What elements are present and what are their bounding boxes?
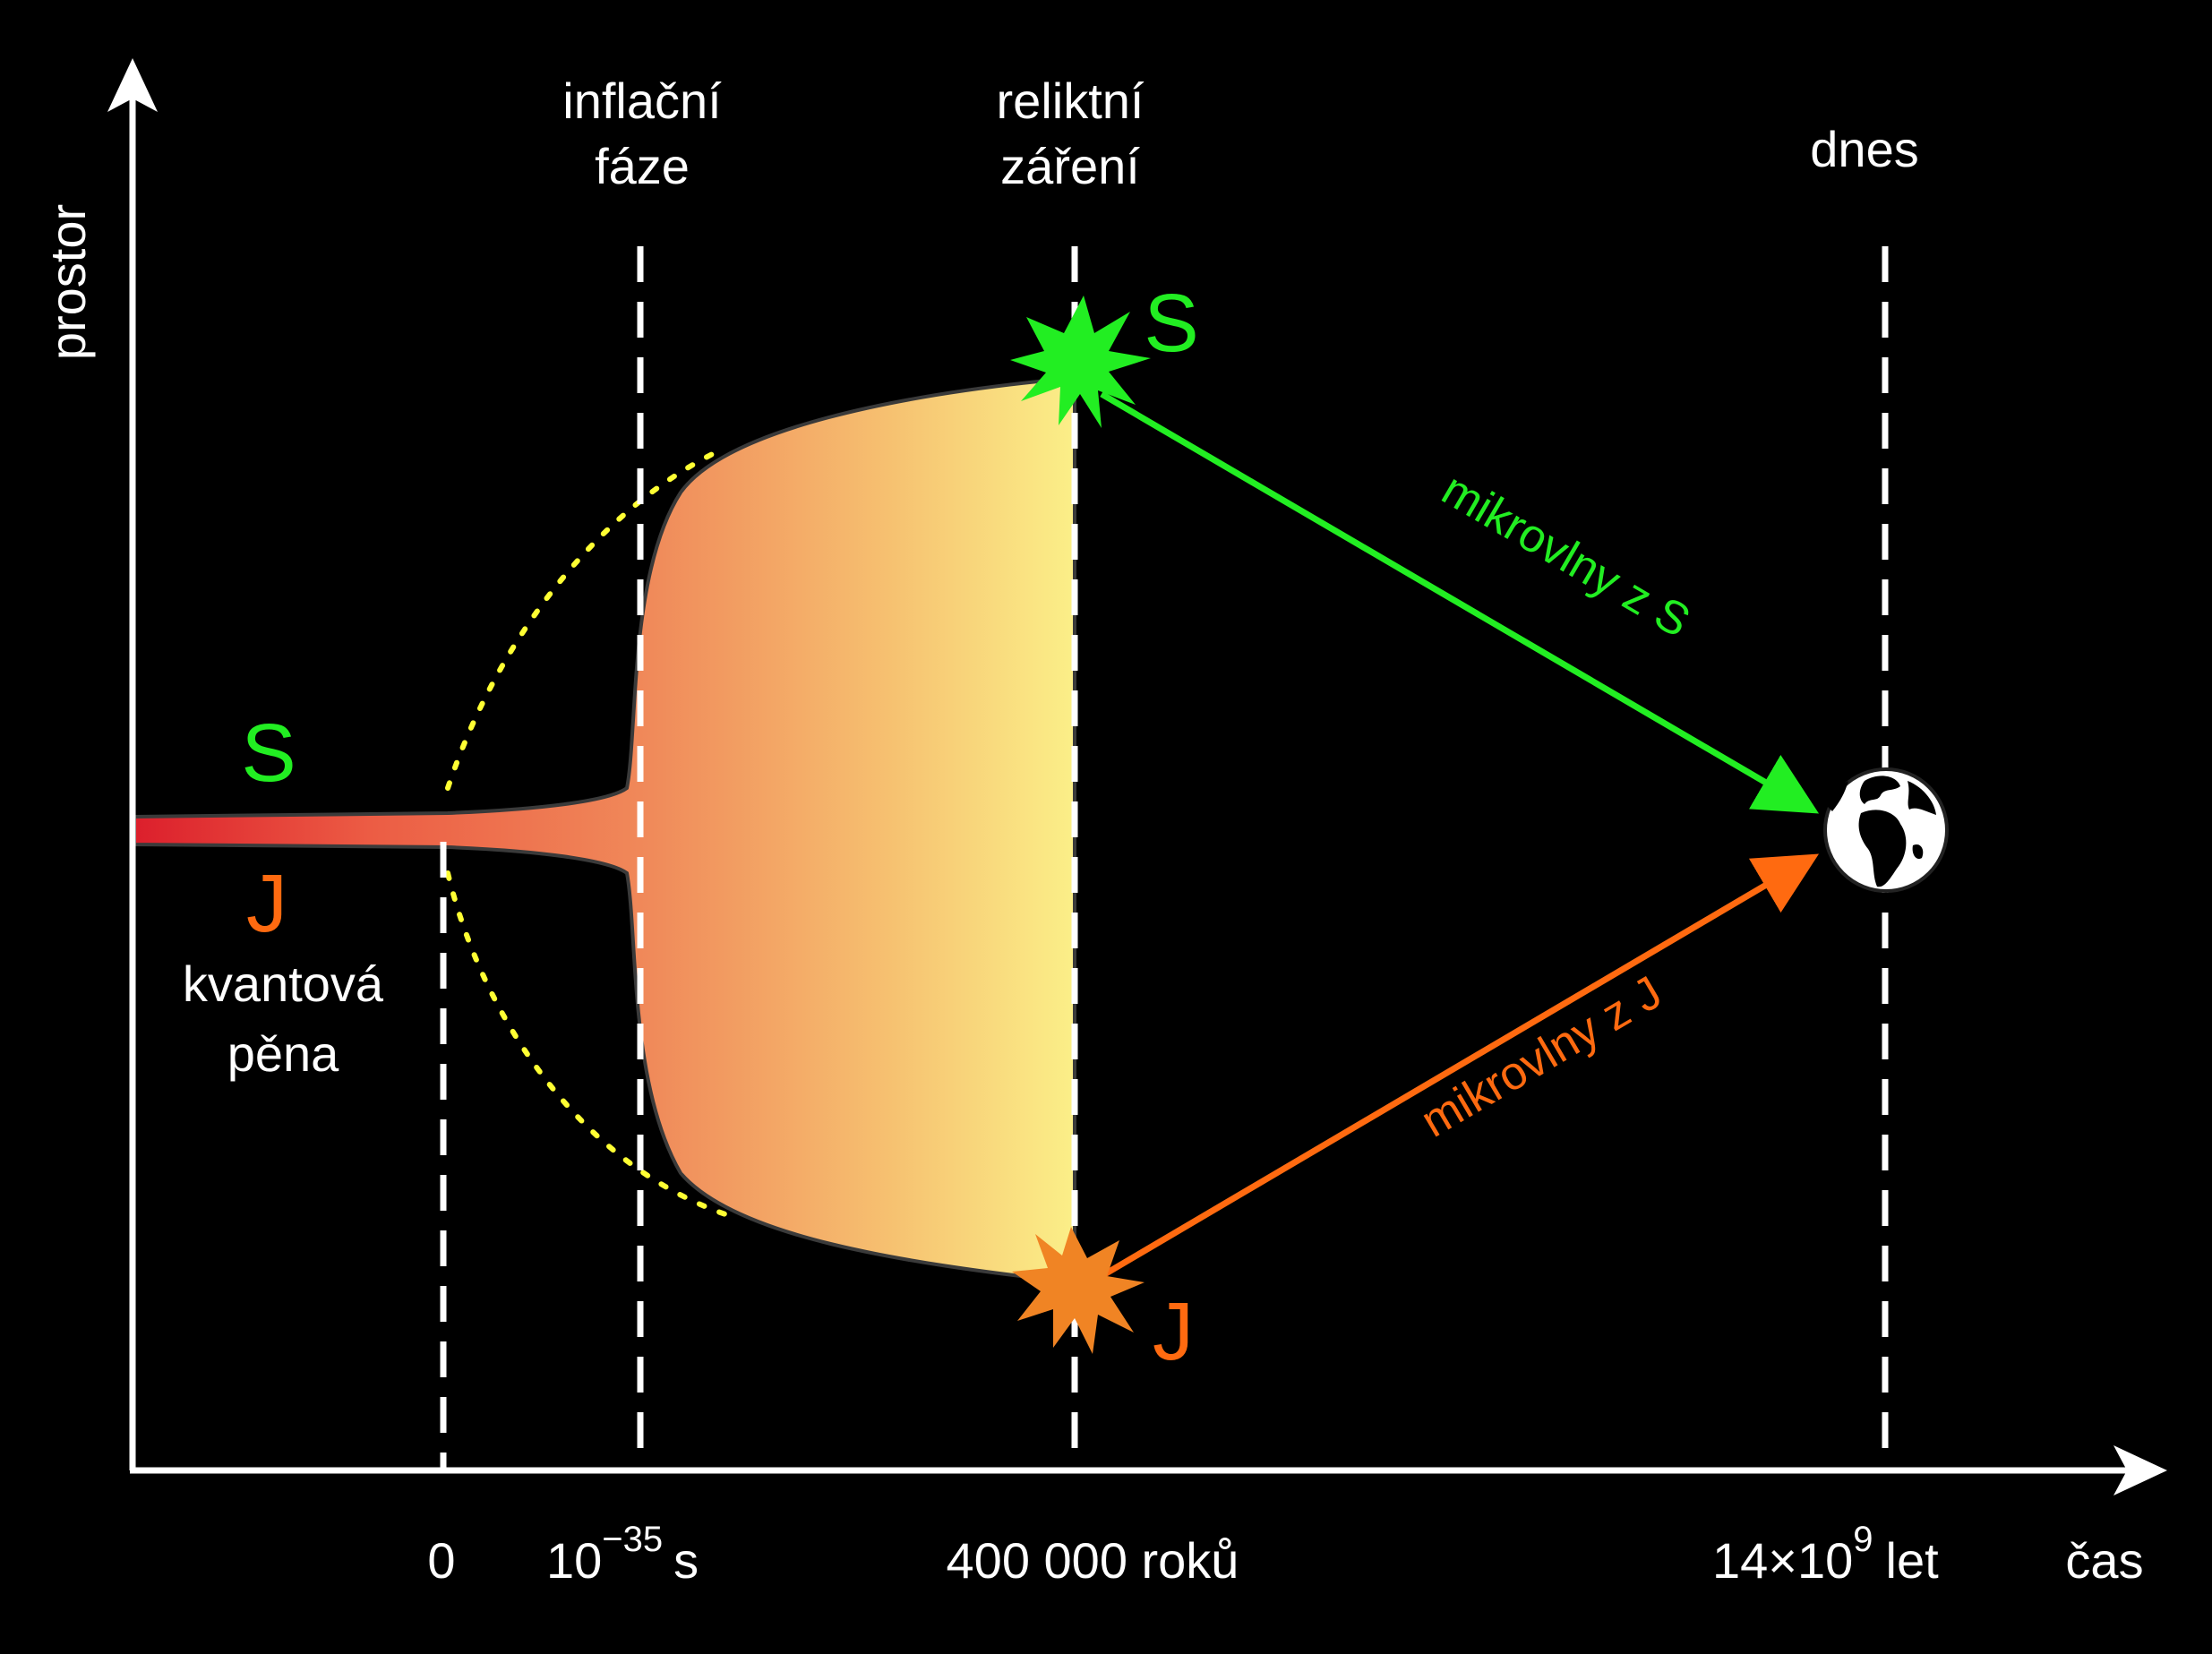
y-axis-label: prostor: [39, 204, 96, 360]
ray-from-j: [1100, 853, 1820, 1280]
classical-expansion-upper: [445, 445, 728, 791]
quantum-foam-line1: kvantová: [183, 956, 384, 1012]
x-axis-label: čas: [2065, 1532, 2143, 1589]
point-j-right: J: [1153, 1286, 1194, 1377]
today-label: dnes: [1810, 121, 1918, 177]
tick-cmb: 400 000 roků: [947, 1532, 1239, 1589]
starburst-s-icon: [1010, 296, 1151, 428]
quantum-foam-line2: pěna: [227, 1025, 339, 1082]
x-axis-arrowhead: [2113, 1445, 2167, 1495]
ray-label-s: mikrovlny z S: [1433, 463, 1698, 647]
relic-radiation-label-line2: záření: [1000, 138, 1140, 194]
tick-planck: 10−35 s: [546, 1520, 699, 1589]
relic-radiation-label-line1: reliktní: [997, 73, 1145, 129]
starburst-j-icon: [1012, 1227, 1145, 1354]
point-s-left: S: [241, 707, 296, 799]
universe-shape: [133, 375, 1076, 1285]
point-j-left: J: [246, 858, 287, 949]
ray-label-j: mikrovlny z J: [1412, 966, 1670, 1147]
ray-from-s: [1100, 390, 1820, 814]
classical-expansion-lower: [445, 870, 728, 1217]
inflation-label-line2: fáze: [595, 138, 690, 194]
point-s-right: S: [1144, 278, 1198, 369]
tick-zero: 0: [427, 1532, 455, 1589]
inflation-label-line1: inflační: [562, 73, 722, 129]
globe-icon: [1823, 767, 1949, 893]
tick-now: 14×109 let: [1712, 1520, 1939, 1589]
y-axis-arrowhead: [107, 58, 158, 112]
